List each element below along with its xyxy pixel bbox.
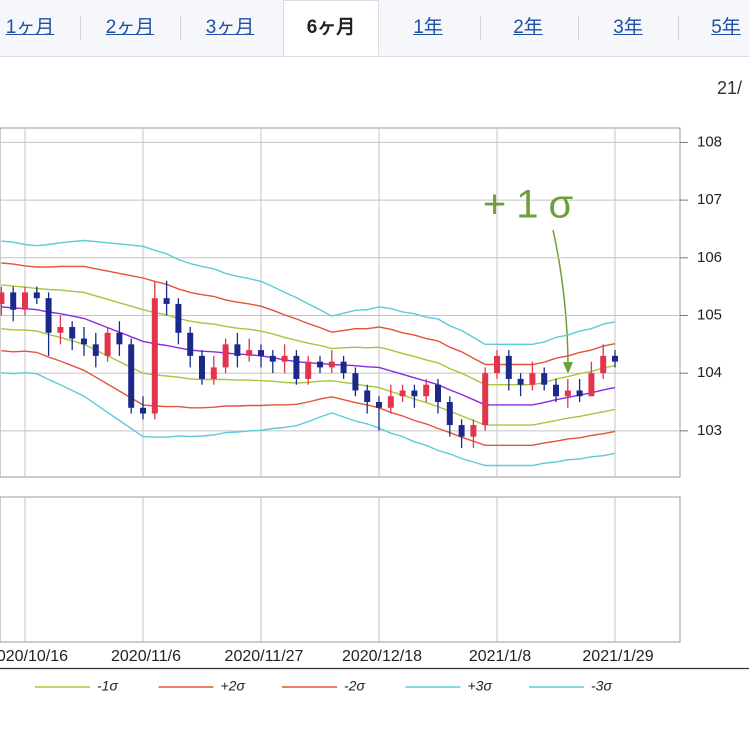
candle-body [576,390,583,397]
candle-body [258,350,264,356]
x-tick-label: 2020/11/6 [111,648,181,665]
candle-body [612,355,618,362]
candle-body [81,338,87,345]
annotation: +1σ [483,183,583,227]
x-tick-label: 2021/1/29 [582,648,653,665]
candle-body [482,373,489,426]
tab-bar: 1ヶ月 2ヶ月 3ヶ月 6ヶ月 1年 2年 3年 5年 [0,0,749,57]
tab-separator [80,16,81,40]
plot-frame [0,127,681,478]
period-tab[interactable]: 2ヶ月 [105,17,155,38]
annotation-arrowhead [563,362,573,374]
date-label: 21/ [717,78,743,98]
candle-body [364,390,371,403]
candle-body [45,298,52,333]
period-tab[interactable]: 3年 [613,17,643,38]
candle-body [399,390,406,397]
candle-body [352,373,359,391]
candle-body [376,402,382,408]
candle-body [564,390,571,397]
band-line [1,284,616,386]
candle-body [22,292,28,310]
y-tick-label: 105 [697,306,722,323]
candle-body [199,355,205,379]
tab-separator [180,16,181,40]
candle-body [435,384,441,403]
annotation-arrow [552,229,569,367]
band-line [1,350,616,446]
candle-body [446,402,453,426]
candle-body [69,327,76,339]
candle-body [281,355,288,362]
period-tab[interactable]: 6ヶ月 [283,0,379,56]
candle-body [317,361,323,368]
candle-body [293,355,300,379]
y-tick-label: 108 [697,133,722,150]
candle-body [458,425,465,437]
candle-body [305,361,312,379]
candle-body [517,378,524,385]
candle-body [151,298,158,414]
candle-body [529,373,536,385]
legend-label: +2σ [221,678,246,694]
candle-body [92,344,99,356]
candle-body [411,390,418,397]
candle-body [470,425,477,437]
x-tick-label: 2020/11/27 [225,648,304,665]
candles [0,280,618,449]
candle-body [505,355,512,379]
tab-separator [578,16,579,40]
candle-body [175,303,182,333]
candle-body [210,367,217,379]
candle-body [423,384,430,397]
candle-body [494,355,500,374]
candle-body [340,361,347,374]
candle-body [246,350,253,356]
candle-body [234,344,241,356]
candle-body [0,292,5,304]
tab-separator [678,16,679,40]
candle-body [116,332,123,345]
legend-label: -2σ [344,678,365,694]
candle-body [33,292,40,299]
legend-label: -3σ [591,678,612,694]
band-line [1,262,616,366]
y-tick-label: 106 [697,249,722,266]
sub-panel [0,496,681,643]
candle-body [187,332,194,356]
x-tick-label: 2021/1/8 [469,648,531,665]
period-tab[interactable]: 2年 [513,17,543,38]
y-tick-label: 107 [697,191,722,208]
candle-body [104,332,111,356]
candle-body [269,355,276,362]
candle-body [163,298,170,304]
y-tick-label: 104 [697,364,722,381]
x-tick-label: 2020/10/16 [0,648,68,665]
candle-body [588,373,595,397]
band-line [1,371,616,467]
candle-body [600,355,607,374]
candle-body [10,292,17,310]
band-line [1,239,616,345]
period-tab[interactable]: 1年 [413,17,443,38]
legend-label: +3σ [468,678,493,694]
candle-body [57,327,64,333]
tab-separator [480,16,481,40]
period-tab[interactable]: 3ヶ月 [205,17,255,38]
candle-body [387,396,394,408]
y-tick-label: 103 [697,422,722,439]
legend-label: -1σ [97,678,118,694]
period-tab[interactable]: 5年 [711,17,741,38]
candle-body [541,373,548,385]
candle-body [553,384,559,397]
x-tick-label: 2020/12/18 [342,648,422,665]
candle-body [140,407,146,414]
candle-body [128,344,135,408]
period-tab[interactable]: 1ヶ月 [5,17,55,38]
candle-body [328,361,335,368]
candle-body [222,344,229,368]
